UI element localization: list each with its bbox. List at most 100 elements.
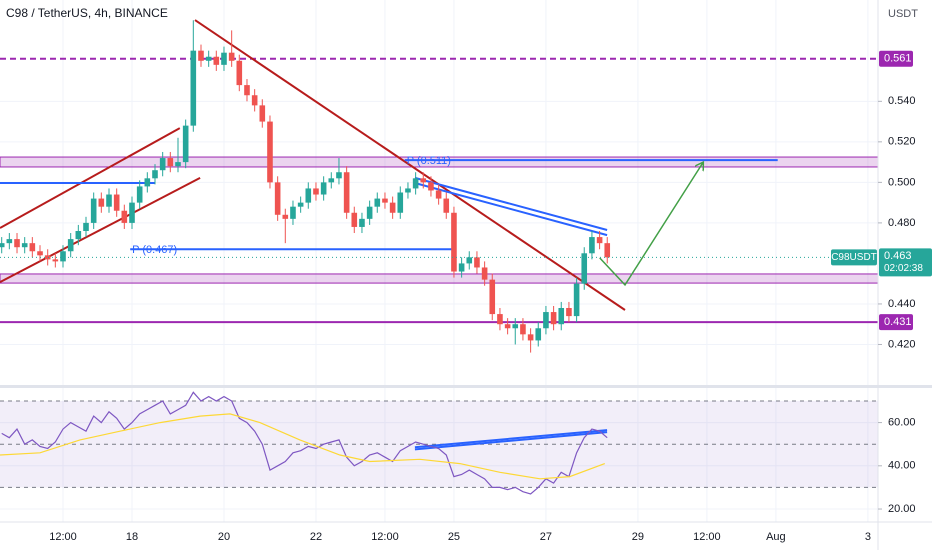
candle-body bbox=[320, 182, 327, 195]
candle-body bbox=[282, 214, 289, 219]
candle-body bbox=[14, 239, 20, 248]
candle-body bbox=[267, 121, 273, 183]
candle-body bbox=[182, 125, 189, 163]
candle-body bbox=[527, 334, 534, 341]
candle-body bbox=[604, 243, 611, 258]
candle-body bbox=[474, 257, 480, 268]
candle-body bbox=[44, 255, 51, 260]
y-tick-label: 0.480 bbox=[888, 217, 916, 229]
candle-body bbox=[175, 162, 181, 167]
x-tick-label: 20 bbox=[218, 531, 230, 543]
y-tick-label: 0.520 bbox=[888, 136, 916, 148]
candle-body bbox=[213, 56, 220, 65]
x-tick-label: 25 bbox=[448, 531, 460, 543]
candle-body bbox=[589, 237, 595, 254]
drawing-line bbox=[599, 163, 703, 287]
price-level-tag bbox=[879, 50, 913, 67]
countdown-label: 02:02:38 bbox=[884, 263, 923, 274]
y-tick-label: 60.00 bbox=[888, 416, 916, 428]
y-tick-label: 0.500 bbox=[888, 176, 916, 188]
candle-body bbox=[374, 198, 381, 207]
candle-body bbox=[21, 243, 28, 248]
candle-body bbox=[67, 239, 74, 252]
indicator-line bbox=[1, 391, 608, 495]
candle-body bbox=[405, 188, 411, 193]
candle-body bbox=[458, 263, 465, 272]
candle-body bbox=[228, 52, 235, 61]
candle-body bbox=[451, 212, 457, 272]
candle-body bbox=[543, 312, 549, 329]
indicator-line bbox=[0, 413, 606, 480]
candle-body bbox=[466, 257, 473, 264]
x-tick-label: Aug bbox=[766, 531, 786, 543]
candle-body bbox=[535, 328, 542, 341]
candle-body bbox=[121, 210, 128, 223]
candle-body bbox=[198, 50, 204, 61]
candle-body bbox=[251, 95, 258, 106]
drawing-line bbox=[414, 176, 608, 231]
candle-body bbox=[190, 50, 197, 126]
candle-body bbox=[389, 202, 396, 213]
currency-label: USDT bbox=[888, 8, 918, 20]
candle-body bbox=[520, 324, 526, 335]
x-tick-label: 18 bbox=[126, 531, 138, 543]
candle-body bbox=[581, 253, 588, 284]
candle-body bbox=[359, 218, 365, 227]
candle-body bbox=[435, 190, 442, 199]
candle-body bbox=[412, 178, 419, 189]
candle-body bbox=[259, 105, 266, 122]
drawing-line bbox=[414, 182, 608, 237]
x-tick-label: 29 bbox=[632, 531, 644, 543]
candle-body bbox=[6, 239, 13, 244]
candle-body bbox=[205, 56, 212, 61]
candle-body bbox=[83, 222, 89, 231]
pivot-label: P (0.511) bbox=[407, 155, 451, 167]
candle-body bbox=[52, 259, 59, 262]
symbol-label: C98USDT bbox=[831, 252, 877, 263]
symbol-tag bbox=[831, 249, 877, 266]
candle-body bbox=[297, 202, 304, 207]
candle-body bbox=[144, 178, 151, 187]
candle-body bbox=[221, 52, 227, 65]
candle-body bbox=[0, 243, 5, 248]
y-tick-label: 0.440 bbox=[888, 298, 916, 310]
candle-body bbox=[167, 158, 174, 167]
x-tick-label: 12:00 bbox=[693, 531, 721, 543]
drawing-line bbox=[414, 429, 608, 449]
candle-body bbox=[558, 308, 565, 325]
candle-body bbox=[397, 192, 404, 213]
y-tick-label: 0.420 bbox=[888, 338, 916, 350]
candle-body bbox=[489, 279, 496, 315]
candle-body bbox=[274, 182, 281, 215]
axes: 0.540 0.520 0.500 0.480 0.440 0.420 12:00 18 20 2… bbox=[49, 50, 932, 543]
candle-body bbox=[29, 243, 36, 252]
y-tick-label: 40.00 bbox=[888, 460, 916, 472]
candle-body bbox=[75, 231, 82, 240]
candle-body bbox=[313, 188, 319, 195]
candle-body bbox=[37, 251, 43, 256]
symbol-title: C98 / TetherUS, 4h, BINANCE bbox=[6, 6, 168, 20]
candle-body bbox=[236, 60, 243, 86]
candle-body bbox=[343, 172, 350, 213]
plot-area: P (0.467) P (0.511) bbox=[0, 0, 878, 522]
x-tick-label: 27 bbox=[540, 531, 552, 543]
candle-body bbox=[159, 158, 166, 171]
drawing-line bbox=[194, 19, 626, 311]
candle-body bbox=[512, 324, 519, 329]
candle-body bbox=[443, 198, 450, 213]
candle-body bbox=[98, 198, 105, 207]
candle-body bbox=[566, 308, 572, 317]
candle-body bbox=[596, 237, 603, 244]
candle-body bbox=[497, 314, 503, 325]
candle-body bbox=[550, 312, 557, 325]
price-level-label: 0.561 bbox=[884, 53, 912, 65]
x-tick-label: 22 bbox=[310, 531, 322, 543]
candle-body bbox=[113, 194, 120, 211]
x-tick-label: 3 bbox=[865, 531, 871, 543]
candle-body bbox=[90, 198, 97, 223]
candle-body bbox=[382, 198, 388, 203]
candle-body bbox=[336, 172, 342, 179]
price-zone bbox=[0, 273, 878, 284]
y-tick-label: 0.540 bbox=[888, 95, 916, 107]
